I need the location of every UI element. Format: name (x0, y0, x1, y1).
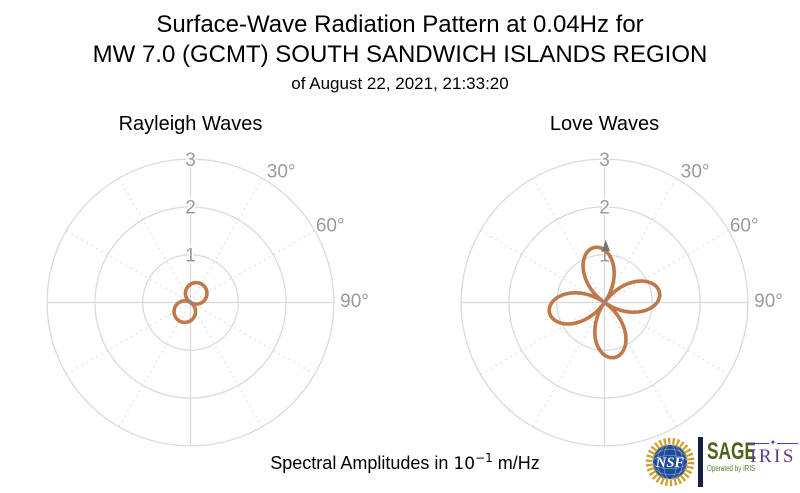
sage-logo-text: SAGE (707, 438, 756, 465)
theta-tick-label: 90° (754, 291, 783, 312)
iris-logo-text: IRIS (750, 446, 796, 467)
caption-unit-suffix: m/Hz (492, 453, 540, 473)
theta-tick-label: 30° (267, 162, 296, 183)
r-tick-label: 3 (185, 150, 196, 171)
theta-tick-label: 60° (730, 215, 759, 236)
nsf-globe (652, 444, 688, 480)
caption-unit-exponent: −1 (475, 451, 493, 465)
radiation-pattern-curve (547, 245, 662, 360)
nsf-globe-gridlines (652, 444, 688, 480)
iris-logo: ✦ IRIS (748, 438, 799, 467)
r-tick-label: 2 (185, 198, 196, 219)
theta-tick-label: 90° (340, 291, 369, 312)
amplitude-units-caption: Spectral Amplitudes in 10−1 m/Hz (0, 451, 800, 474)
iris-star-icon: ✦ (769, 438, 777, 447)
center-marker-dot (602, 300, 607, 305)
sage-operated-by-text: Operated by IRIS (707, 464, 756, 473)
caption-unit-base: 10 (453, 454, 476, 474)
r-gridline-circle (556, 254, 653, 351)
nsf-logo-icon: NSF (645, 437, 695, 487)
figure-title-line1: Surface-Wave Radiation Pattern at 0.04Hz… (156, 11, 644, 38)
nsf-starburst-ring (645, 437, 695, 487)
r-tick-label: 1 (185, 245, 196, 266)
logo-divider (698, 437, 703, 487)
r-gridline-circle (46, 158, 335, 447)
r-tick-label: 2 (599, 198, 610, 219)
nsf-logo-text: NSF (655, 455, 685, 471)
r-gridline-circle (142, 254, 239, 351)
figure-title-line2: MW 7.0 (GCMT) SOUTH SANDWICH ISLANDS REG… (92, 41, 708, 68)
r-gridline-circle (460, 158, 749, 447)
iris-compass-icon: ✦ (748, 438, 799, 447)
love-plot-title: Love Waves (549, 113, 660, 135)
r-gridline-circle (94, 206, 287, 399)
logo-block: NSF SAGE Operated by IRIS ✦ IRIS (645, 437, 800, 488)
sage-logo: SAGE Operated by IRIS (707, 438, 775, 473)
theta-tick-label: 30° (681, 162, 710, 183)
figure-subtitle-date: of August 22, 2021, 21:33:20 (291, 74, 509, 93)
caption-prefix: Spectral Amplitudes in (270, 453, 454, 473)
theta-tick-label: 60° (316, 215, 345, 236)
rayleigh-plot-title: Rayleigh Waves (118, 113, 263, 135)
north-arrow-icon (601, 239, 610, 252)
r-tick-label: 3 (599, 150, 610, 171)
center-marker-dot (188, 300, 193, 305)
r-gridline-circle (508, 206, 701, 399)
rayleigh-polar-plot: 1 2 3 30° 60° 90° (46, 148, 369, 447)
